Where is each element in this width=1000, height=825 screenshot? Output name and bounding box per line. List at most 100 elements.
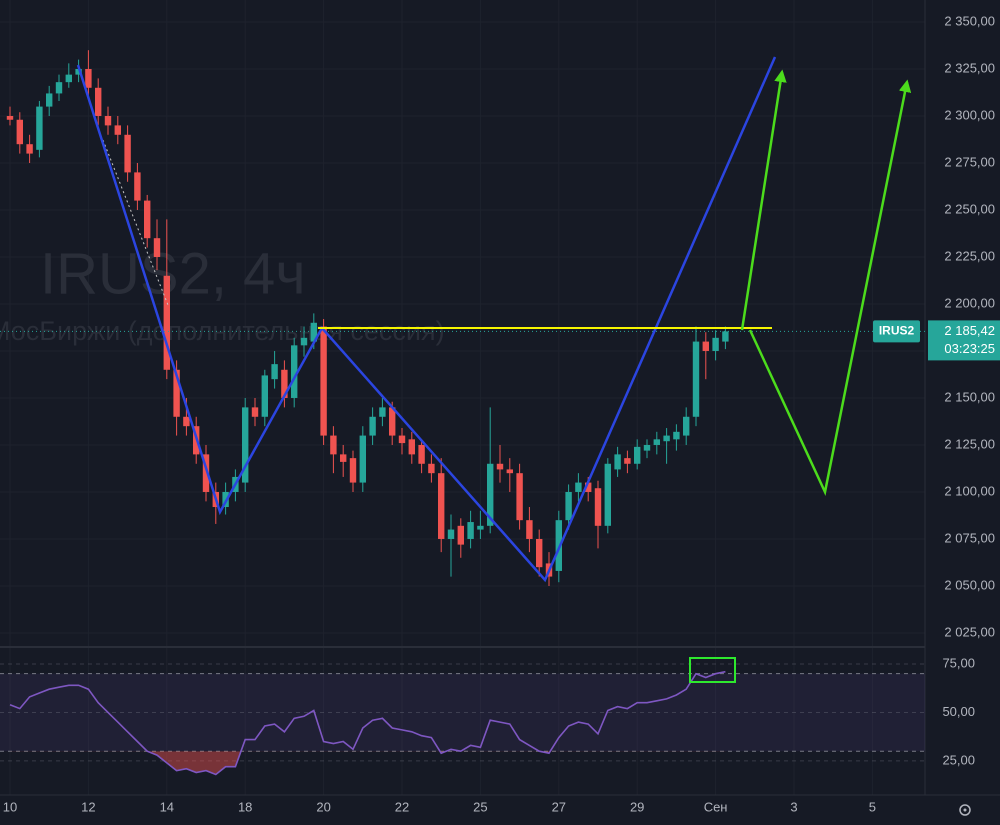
candle-body bbox=[26, 144, 33, 154]
y-tick-label: 2 325,00 bbox=[944, 60, 995, 75]
candle-body bbox=[643, 444, 651, 451]
candle-body bbox=[124, 134, 131, 173]
candle-body bbox=[359, 435, 366, 483]
y-tick-label: 50,00 bbox=[942, 704, 975, 719]
price-badge bbox=[928, 320, 1000, 361]
x-tick-label: 5 bbox=[869, 799, 876, 814]
x-tick-label: 25 bbox=[473, 799, 487, 814]
candle-body bbox=[594, 488, 602, 526]
candle-body bbox=[36, 106, 43, 150]
candle-body bbox=[614, 454, 621, 470]
candle-body bbox=[6, 115, 14, 120]
candle-body bbox=[575, 482, 582, 492]
oversold-fill bbox=[10, 751, 726, 775]
candle-body bbox=[291, 345, 298, 398]
x-tick-label: 12 bbox=[81, 799, 95, 814]
candle-body bbox=[369, 416, 376, 436]
candle-body bbox=[663, 435, 670, 442]
candle-body bbox=[673, 431, 680, 440]
candle-body bbox=[320, 326, 327, 436]
candle-body bbox=[526, 520, 533, 539]
x-tick-label: 20 bbox=[316, 799, 330, 814]
candle-body bbox=[134, 172, 141, 201]
x-tick-label: 27 bbox=[552, 799, 566, 814]
candle-body bbox=[163, 275, 170, 370]
scenario-arrow bbox=[748, 79, 912, 497]
candle-body bbox=[144, 200, 151, 239]
candle-body bbox=[418, 444, 425, 464]
candle-body bbox=[261, 375, 268, 417]
candle-body bbox=[467, 522, 474, 539]
candle-body bbox=[722, 331, 729, 342]
candle-body bbox=[16, 119, 23, 145]
y-tick-label: 2 125,00 bbox=[944, 436, 995, 451]
candle-body bbox=[202, 454, 210, 492]
y-tick-label: 2 100,00 bbox=[944, 483, 995, 498]
candle-body bbox=[153, 238, 161, 257]
y-tick-label: 2 350,00 bbox=[944, 13, 995, 28]
candle-body bbox=[438, 473, 445, 539]
candle-body bbox=[477, 525, 484, 530]
candle-body bbox=[702, 341, 709, 351]
y-tick-label: 2 225,00 bbox=[944, 248, 995, 263]
rsi-band bbox=[0, 673, 925, 752]
candle-body bbox=[95, 87, 102, 116]
y-tick-label: 2 075,00 bbox=[944, 530, 995, 545]
x-tick-label: 3 bbox=[790, 799, 797, 814]
candle-body bbox=[46, 93, 53, 107]
candle-body bbox=[428, 463, 435, 474]
candle-body bbox=[457, 525, 464, 545]
candle-body bbox=[653, 439, 660, 445]
y-tick-label: 2 250,00 bbox=[944, 201, 995, 216]
candle-body bbox=[173, 369, 180, 417]
candle-body bbox=[604, 463, 611, 526]
y-tick-label: 2 300,00 bbox=[944, 107, 995, 122]
highlight-box bbox=[689, 657, 736, 683]
y-tick-label: 2 200,00 bbox=[944, 295, 995, 310]
rsi-line bbox=[9, 670, 726, 776]
watermark-title: IRUS2, 4ч bbox=[40, 241, 306, 306]
candle-body bbox=[536, 538, 543, 568]
candle-body bbox=[516, 473, 523, 521]
scenario-arrow bbox=[740, 69, 787, 331]
candle-body bbox=[496, 463, 504, 470]
candle-body bbox=[55, 82, 63, 94]
candle-body bbox=[271, 364, 278, 380]
x-tick-label: 29 bbox=[630, 799, 644, 814]
x-tick-label: 18 bbox=[238, 799, 252, 814]
candle-body bbox=[408, 439, 415, 455]
y-tick-label: 2 275,00 bbox=[944, 154, 995, 169]
candle-body bbox=[340, 454, 347, 462]
ticker-badge bbox=[873, 320, 920, 343]
candle-body bbox=[624, 458, 631, 464]
candle-body bbox=[487, 463, 494, 526]
x-tick-label: 14 bbox=[160, 799, 174, 814]
candle-body bbox=[398, 435, 406, 444]
x-tick-label: 22 bbox=[395, 799, 409, 814]
ticker-label: IRUS2 bbox=[879, 324, 915, 338]
candle-body bbox=[281, 369, 288, 398]
x-tick-label: 10 bbox=[3, 799, 17, 814]
labels: 2 025,00 2 050,00 2 075,00 2 100,00 2 125,00… bbox=[3, 13, 1000, 814]
candle-body bbox=[242, 407, 249, 483]
countdown-label: 03:23:25 bbox=[944, 341, 995, 356]
rsi-pane bbox=[0, 663, 925, 776]
settings-icon-dot bbox=[963, 808, 967, 812]
candle-body bbox=[585, 482, 592, 492]
candle-body bbox=[75, 68, 82, 75]
candle-body bbox=[712, 337, 719, 351]
y-tick-label: 2 050,00 bbox=[944, 577, 995, 592]
candle-body bbox=[634, 446, 641, 464]
candle-body bbox=[310, 322, 317, 342]
y-tick-label: 2 025,00 bbox=[944, 624, 995, 639]
candle-body bbox=[683, 416, 690, 436]
candle-body bbox=[104, 115, 112, 126]
settings-icon[interactable] bbox=[959, 804, 971, 816]
candle-body bbox=[692, 341, 700, 417]
candle-body bbox=[251, 407, 259, 417]
candle-body bbox=[85, 68, 92, 88]
drawings bbox=[76, 56, 912, 683]
x-tick-label: Сен bbox=[704, 799, 728, 814]
candle-body bbox=[300, 337, 308, 346]
